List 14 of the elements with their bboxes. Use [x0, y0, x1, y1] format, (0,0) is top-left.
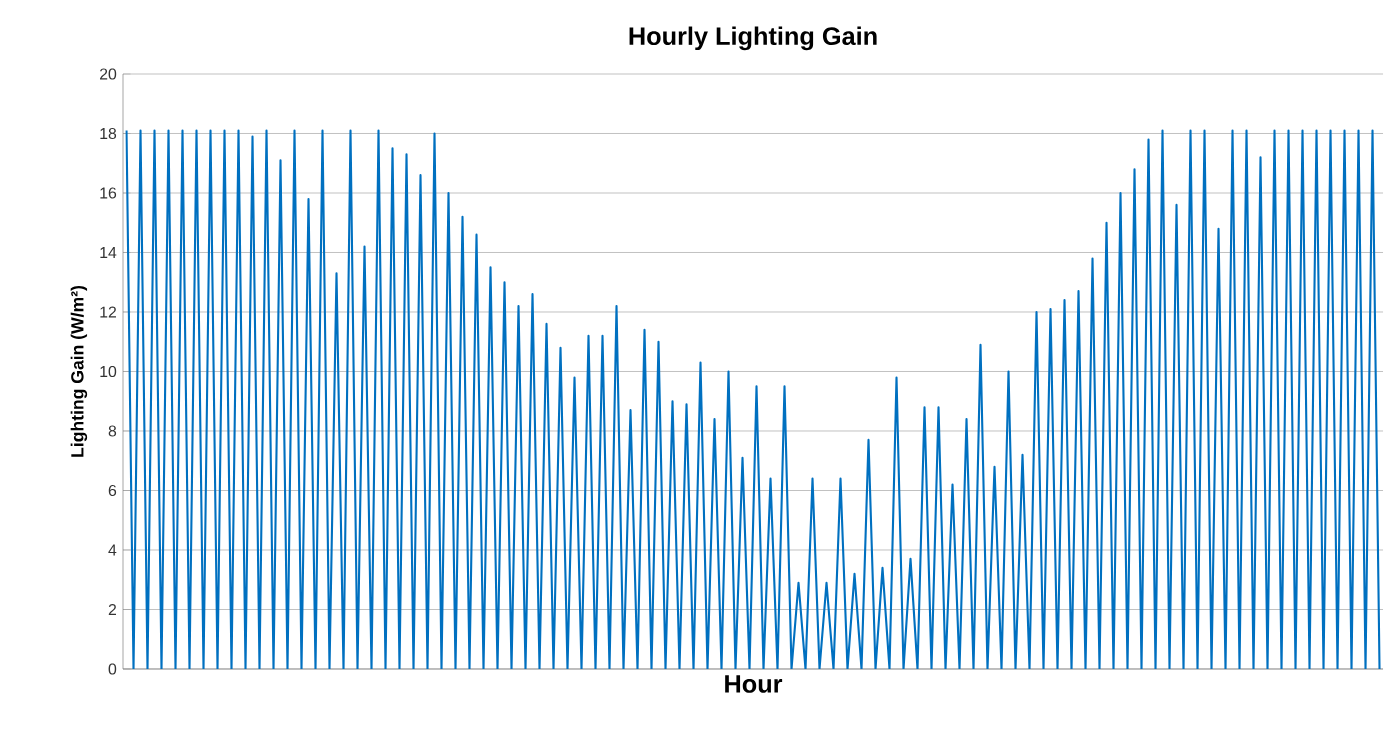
y-tick-label: 2 — [108, 603, 116, 616]
y-tick-label: 4 — [108, 544, 117, 556]
y-tick-label: 10 — [100, 365, 117, 378]
y-tick-label: 8 — [108, 425, 117, 437]
y-tick-label: 16 — [100, 187, 117, 199]
y-tick-label: 12 — [100, 306, 116, 318]
chart-title: Hourly Lighting Gain — [629, 26, 877, 51]
y-axis-title: Lighting Gain (W/m²) — [70, 285, 88, 457]
y-tick-label: 14 — [100, 247, 117, 258]
x-axis-title: Hour — [725, 675, 783, 693]
y-tick-label: 0 — [108, 663, 117, 675]
y-tick-label: 6 — [108, 484, 117, 497]
y-tick-label: 18 — [100, 127, 117, 140]
y-tick-label: 20 — [100, 68, 117, 80]
